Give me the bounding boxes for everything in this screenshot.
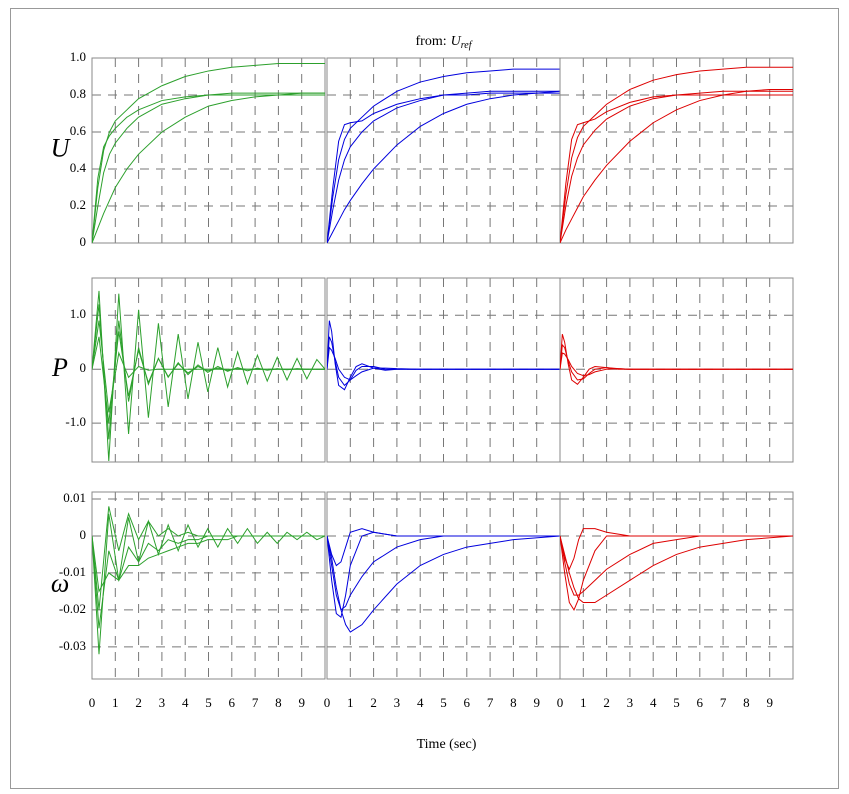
x-tick-label: 8	[275, 695, 282, 710]
panel-frame	[326, 57, 561, 244]
x-tick-label: 0	[324, 695, 331, 710]
x-tick-label: 1	[112, 695, 119, 710]
x-tick-label: 2	[135, 695, 142, 710]
title-subscript: ref	[461, 40, 473, 51]
data-line	[327, 346, 560, 381]
y-tick-label: -0.01	[59, 564, 86, 579]
x-tick-label: 5	[440, 695, 447, 710]
x-tick-label: 6	[697, 695, 704, 710]
data-line	[92, 92, 325, 243]
x-tick-label: 1	[580, 695, 587, 710]
data-line	[327, 90, 560, 243]
x-tick-label: 8	[510, 695, 517, 710]
data-line	[92, 63, 325, 243]
x-tick-label: 4	[182, 695, 189, 710]
y-tick-label: 1.0	[70, 306, 86, 321]
x-tick-label: 0	[89, 695, 96, 710]
y-tick-label: -0.02	[59, 601, 86, 616]
data-line	[327, 68, 560, 243]
data-line	[327, 92, 560, 243]
panel-frame	[91, 277, 326, 463]
x-tick-label: 6	[464, 695, 471, 710]
chart-title: from: Uref	[416, 34, 473, 51]
x-tick-label: 8	[743, 695, 750, 710]
x-tick-label: 0	[557, 695, 564, 710]
y-tick-label: 0.2	[70, 197, 86, 212]
x-tick-label: 3	[159, 695, 166, 710]
data-line	[92, 513, 325, 655]
x-axis-label: Time (sec)	[417, 737, 477, 752]
y-tick-label: 0.6	[70, 123, 87, 138]
x-tick-label: 9	[766, 695, 773, 710]
x-tick-label: 7	[720, 695, 727, 710]
y-tick-label: -0.03	[59, 638, 86, 653]
title-variable: U	[451, 34, 462, 49]
data-line	[327, 528, 560, 567]
panel-frame	[91, 57, 326, 244]
panel-frame	[559, 277, 794, 463]
panel-frame	[559, 57, 794, 244]
y-axis-label: U	[51, 133, 72, 162]
y-tick-label: 0	[80, 527, 87, 542]
y-tick-label: 0.01	[63, 490, 86, 505]
panel-frame	[91, 491, 326, 680]
data-line	[92, 506, 325, 610]
figure-border	[10, 8, 839, 789]
y-tick-label: 0	[80, 234, 87, 249]
y-tick-label: -1.0	[65, 414, 86, 429]
x-tick-label: 5	[673, 695, 680, 710]
y-tick-label: 1.0	[70, 49, 86, 64]
x-tick-label: 7	[252, 695, 259, 710]
x-tick-label: 7	[487, 695, 494, 710]
data-line	[560, 88, 793, 243]
x-tick-label: 5	[205, 695, 212, 710]
data-line	[327, 90, 560, 243]
data-line	[560, 90, 793, 243]
y-tick-label: 0	[80, 360, 87, 375]
data-line	[92, 290, 325, 461]
panel-frame	[326, 491, 561, 680]
x-tick-label: 3	[394, 695, 401, 710]
data-line	[327, 535, 560, 633]
data-line	[92, 92, 325, 243]
x-tick-label: 2	[603, 695, 610, 710]
title-text: from:	[416, 34, 447, 49]
data-line	[560, 94, 793, 243]
data-line	[560, 66, 793, 243]
data-line	[560, 528, 793, 571]
x-tick-label: 4	[417, 695, 424, 710]
x-tick-label: 1	[347, 695, 354, 710]
data-line	[560, 352, 793, 377]
x-tick-label: 9	[533, 695, 540, 710]
y-axis-label: P	[51, 353, 68, 382]
panel-frame	[326, 277, 561, 463]
data-line	[92, 331, 325, 424]
data-line	[560, 535, 793, 603]
y-axis-label: ω	[51, 568, 69, 597]
panel-frame	[559, 491, 794, 680]
x-tick-label: 4	[650, 695, 657, 710]
data-line	[92, 535, 325, 629]
x-tick-label: 2	[370, 695, 377, 710]
x-tick-label: 6	[229, 695, 236, 710]
data-line	[92, 320, 325, 413]
y-tick-label: 0.8	[70, 86, 86, 101]
y-tick-label: 0.4	[70, 160, 87, 175]
x-tick-label: 3	[627, 695, 634, 710]
x-tick-label: 9	[298, 695, 305, 710]
